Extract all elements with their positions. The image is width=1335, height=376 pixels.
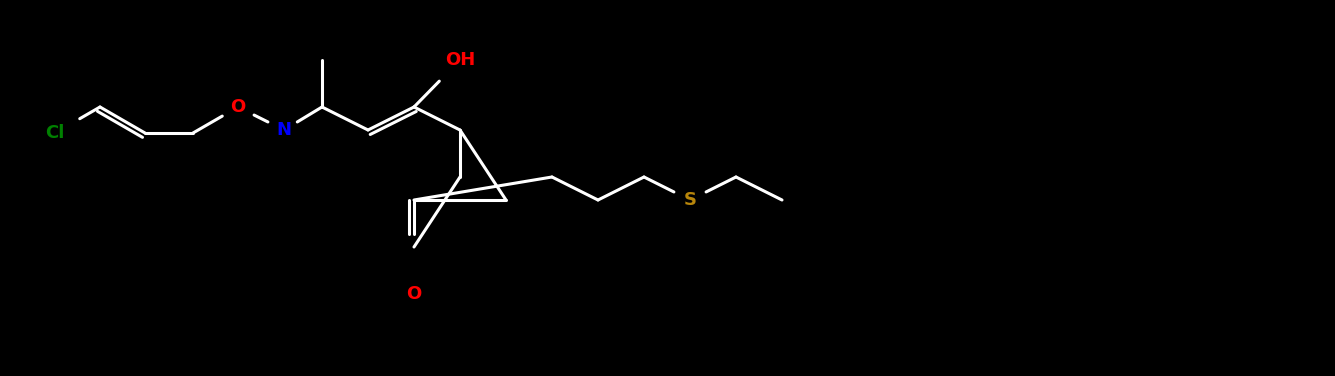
Text: Cl: Cl [45, 124, 64, 142]
Text: O: O [406, 285, 422, 303]
Text: O: O [231, 98, 246, 116]
Text: OH: OH [445, 51, 475, 69]
Text: S: S [684, 191, 697, 209]
Text: N: N [276, 121, 291, 139]
